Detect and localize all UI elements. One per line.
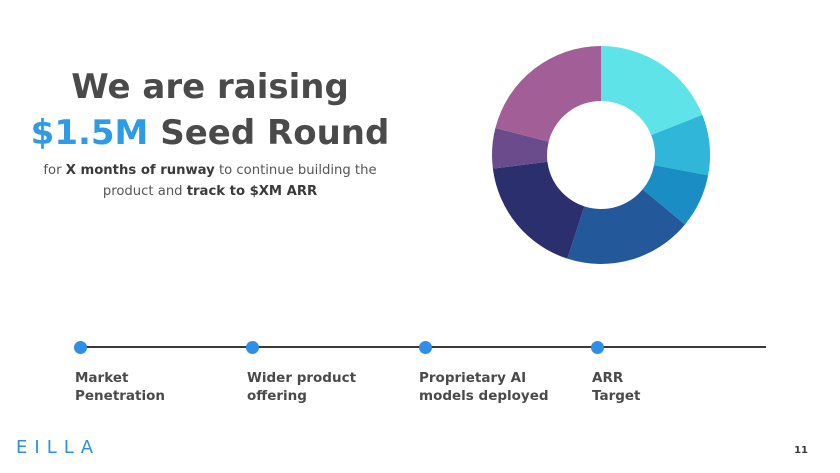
page-number: 11 — [794, 445, 808, 456]
milestone-wider-product-offering: Wider product offering — [247, 369, 356, 405]
eilla-logo: E I L L A — [16, 437, 94, 458]
donut-segment-1 — [601, 46, 703, 136]
milestone-2-line-1: Wider product — [247, 370, 357, 386]
timeline-dot-1 — [74, 341, 87, 354]
subtitle-part-1: for — [43, 163, 66, 178]
logo-letter-e: E — [16, 437, 29, 458]
donut-segment-2 — [651, 114, 710, 176]
raise-amount: $1.5M — [30, 113, 149, 153]
logo-letter-a: A — [80, 437, 95, 458]
title-line-2: $1.5M Seed Round — [20, 110, 400, 156]
slide-subtitle: for X months of runway to continue build… — [20, 160, 400, 202]
milestone-3-line-2: models deployed — [419, 388, 549, 404]
donut-segment-4 — [567, 189, 685, 264]
timeline-dot-4 — [591, 341, 604, 354]
subtitle-highlight-arr: track to $XM ARR — [186, 184, 318, 199]
timeline-dot-2 — [246, 341, 259, 354]
milestone-2-line-2: offering — [247, 388, 307, 404]
milestone-3-line-1: Proprietary AI — [419, 370, 527, 386]
logo-letter-i: I — [34, 437, 41, 458]
milestone-market-penetration: Market Penetration — [75, 369, 165, 405]
timeline-dot-3 — [419, 341, 432, 354]
milestone-1-line-2: Penetration — [75, 388, 166, 404]
title-line-2-rest: Seed Round — [148, 113, 390, 153]
milestone-4-line-2: Target — [592, 388, 641, 404]
title-line-1: We are raising — [71, 67, 349, 107]
milestone-arr-target: ARR Target — [592, 369, 641, 405]
donut-graphic — [492, 46, 710, 264]
donut-segment-7 — [495, 46, 601, 142]
milestone-4-line-1: ARR — [592, 370, 624, 386]
subtitle-highlight-runway: X months of runway — [65, 163, 215, 178]
logo-letter-l1: L — [46, 437, 58, 458]
logo-letter-l2: L — [63, 437, 75, 458]
donut-segment-3 — [642, 165, 709, 225]
donut-segment-6 — [492, 127, 549, 169]
milestone-proprietary-ai-models: Proprietary AI models deployed — [419, 369, 549, 405]
slide-title: We are raising $1.5M Seed Round — [20, 64, 400, 156]
donut-segment-5 — [492, 161, 585, 259]
subtitle-part-2: to continue building the product and — [102, 163, 377, 199]
milestone-1-line-1: Market — [75, 370, 129, 386]
